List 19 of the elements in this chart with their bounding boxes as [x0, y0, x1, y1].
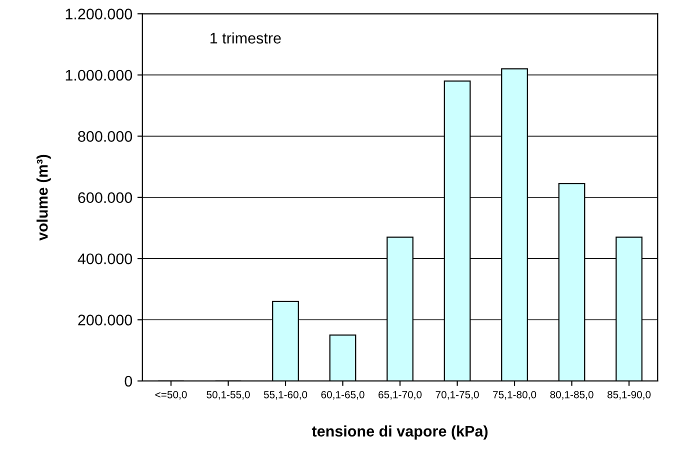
x-tick-label: <=50,0 [155, 390, 187, 400]
y-tick-label: 1.200.000 [66, 8, 132, 20]
y-tick-label: 0 [124, 376, 132, 387]
y-tick-label: 1.000.000 [66, 70, 132, 81]
y-tick-label: 600.000 [78, 192, 132, 204]
annotation: 1 trimestre [210, 32, 281, 44]
x-tick-label: 55,1-60,0 [264, 390, 308, 400]
y-tick-label: 800.000 [78, 131, 132, 142]
x-tick-label: 60,1-65,0 [321, 390, 364, 400]
x-tick-label: 75,1-80,0 [493, 390, 536, 400]
y-tick-label: 400.000 [78, 253, 132, 264]
x-tick-label: 50,1-55,0 [206, 390, 250, 400]
x-tick-label: 70,1-75,0 [436, 390, 479, 400]
x-tick-label: 80,1-85,0 [550, 390, 594, 400]
y-tick-label: 200.000 [78, 314, 132, 326]
x-tick-label: 85,1-90,0 [607, 390, 651, 400]
x-tick-label: 65,1-70,0 [378, 390, 422, 400]
x-axis-title: tensione di vapore (kPa) [312, 425, 488, 440]
y-axis-title: volume (m³) [36, 154, 51, 241]
